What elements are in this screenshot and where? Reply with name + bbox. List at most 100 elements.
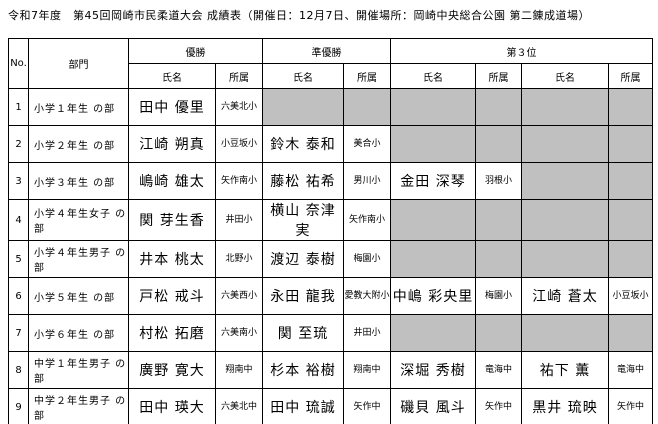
affiliation-cell bbox=[475, 125, 522, 163]
table-row: 4 小学４年生女子 の部関 芽生香 井田小 横山 奈津実 矢作南小 bbox=[8, 199, 653, 241]
affiliation-cell bbox=[608, 240, 653, 278]
row-number-cell: 5 bbox=[8, 240, 29, 278]
header-no: No. bbox=[8, 38, 29, 89]
affiliation-cell: 矢作中 bbox=[608, 388, 653, 424]
competitor-name-cell bbox=[521, 240, 609, 278]
competitor-name-cell: 嶋崎 雄太 bbox=[128, 162, 216, 200]
header-affiliation: 所属 bbox=[475, 63, 522, 89]
row-number-cell: 4 bbox=[8, 199, 29, 241]
affiliation-cell: 翔南中 bbox=[215, 351, 263, 389]
affiliation-cell: 六美北中 bbox=[215, 388, 263, 424]
affiliation-cell: 羽根小 bbox=[475, 162, 522, 200]
competitor-name-cell: 金田 深琴 bbox=[390, 162, 476, 200]
competitor-name-cell: 江崎 蒼太 bbox=[521, 277, 609, 315]
affiliation-cell: 井田小 bbox=[343, 314, 391, 352]
competitor-name-cell: 祐下 薫 bbox=[521, 351, 609, 389]
header-name: 氏名 bbox=[521, 63, 609, 89]
competitor-name-cell: 鈴木 泰和 bbox=[262, 125, 344, 163]
affiliation-cell: 矢作中 bbox=[475, 388, 522, 424]
row-number-cell: 9 bbox=[8, 388, 29, 424]
competitor-name-cell: 関 至琉 bbox=[262, 314, 344, 352]
affiliation-cell bbox=[475, 88, 522, 126]
competitor-name-cell bbox=[390, 125, 476, 163]
division-cell: 小学３年生 の部 bbox=[28, 162, 129, 200]
competitor-name-cell bbox=[521, 88, 609, 126]
competitor-name-cell: 深堀 秀樹 bbox=[390, 351, 476, 389]
competitor-name-cell: 田中 瑛大 bbox=[128, 388, 216, 424]
competitor-name-cell: 渡辺 泰樹 bbox=[262, 240, 344, 278]
affiliation-cell: 六美西小 bbox=[215, 277, 263, 315]
competitor-name-cell: 永田 龍我 bbox=[262, 277, 344, 315]
affiliation-cell: 美合小 bbox=[343, 125, 391, 163]
affiliation-cell: 梅園小 bbox=[475, 277, 522, 315]
competitor-name-cell: 中嶋 彩央里 bbox=[390, 277, 476, 315]
header-third-place: 第３位 bbox=[390, 38, 653, 64]
table-row: 8 中学１年生男子 の部 廣野 寛大 翔南中 杉本 裕樹 翔南中 深堀 秀樹 竜海中 祐下 薫竜… bbox=[8, 351, 653, 389]
division-cell: 小学２年生 の部 bbox=[28, 125, 129, 163]
header-name: 氏名 bbox=[262, 63, 344, 89]
table-row: 2 小学２年生 の部 江崎 朔真 小豆坂小 鈴木 泰和 美合小 bbox=[8, 125, 653, 163]
division-cell: 小学４年生女子 の部 bbox=[28, 199, 129, 241]
affiliation-cell: 小豆坂小 bbox=[215, 125, 263, 163]
header-name: 氏名 bbox=[390, 63, 476, 89]
competitor-name-cell bbox=[390, 314, 476, 352]
affiliation-cell bbox=[475, 199, 522, 241]
competitor-name-cell bbox=[390, 240, 476, 278]
division-cell: 小学６年生 の部 bbox=[28, 314, 129, 352]
affiliation-cell bbox=[343, 88, 391, 126]
affiliation-cell: 梅園小 bbox=[343, 240, 391, 278]
affiliation-cell bbox=[608, 88, 653, 126]
division-cell: 小学１年生 の部 bbox=[28, 88, 129, 126]
competitor-name-cell: 杉本 裕樹 bbox=[262, 351, 344, 389]
page-title: 令和7年度 第45回岡崎市民柔道大会 成績表（開催日：12月7日、開催場所：岡崎… bbox=[8, 9, 590, 22]
table-row: 3 小学３年生 の部 嶋崎 雄太 矢作南小 藤松 祐希 男川小 金田 深琴 羽根小 bbox=[8, 162, 653, 200]
header-first-place: 優勝 bbox=[128, 38, 263, 64]
affiliation-cell: 竜海中 bbox=[608, 351, 653, 389]
affiliation-cell: 愛教大附小 bbox=[343, 277, 391, 315]
affiliation-cell bbox=[608, 125, 653, 163]
affiliation-cell bbox=[475, 240, 522, 278]
competitor-name-cell: 戸松 戒斗 bbox=[128, 277, 216, 315]
header-affiliation: 所属 bbox=[215, 63, 263, 89]
header-affiliation: 所属 bbox=[608, 63, 653, 89]
competitor-name-cell bbox=[521, 125, 609, 163]
affiliation-cell bbox=[608, 314, 653, 352]
affiliation-cell: 翔南中 bbox=[343, 351, 391, 389]
affiliation-cell: 矢作中 bbox=[343, 388, 391, 424]
header-second-place: 準優勝 bbox=[262, 38, 391, 64]
row-number-cell: 6 bbox=[8, 277, 29, 315]
competitor-name-cell bbox=[521, 162, 609, 200]
competitor-name-cell: 黒井 琉映 bbox=[521, 388, 609, 424]
competitor-name-cell bbox=[262, 88, 344, 126]
competitor-name-cell bbox=[521, 199, 609, 241]
competitor-name-cell: 廣野 寛大 bbox=[128, 351, 216, 389]
affiliation-cell bbox=[608, 162, 653, 200]
affiliation-cell: 六美南小 bbox=[215, 314, 263, 352]
table-row: 1 小学１年生 の部 田中 優里 六美北小 bbox=[8, 88, 653, 126]
header-row-groups: No. 部門 優勝 準優勝 第３位 bbox=[8, 38, 653, 89]
competitor-name-cell: 関 芽生香 bbox=[128, 199, 216, 241]
header-affiliation: 所属 bbox=[343, 63, 391, 89]
affiliation-cell: 井田小 bbox=[215, 199, 263, 241]
row-number-cell: 3 bbox=[8, 162, 29, 200]
competitor-name-cell: 村松 拓磨 bbox=[128, 314, 216, 352]
row-number-cell: 8 bbox=[8, 351, 29, 389]
table-row: 6 小学５年生 の部 戸松 戒斗 六美西小 永田 龍我 愛教大附小 中嶋 彩央里 梅園小 江崎 … bbox=[8, 277, 653, 315]
table-row: 9 中学２年生男子 の部 田中 瑛大 六美北中 田中 琉誠 矢作中 磯貝 風斗 矢作中 黒井 琉… bbox=[8, 388, 653, 424]
table-row: 5 小学４年生男子 の部 井本 桃太 北野小 渡辺 泰樹 梅園小 bbox=[8, 240, 653, 278]
affiliation-cell: 北野小 bbox=[215, 240, 263, 278]
competitor-name-cell bbox=[390, 199, 476, 241]
competitor-name-cell bbox=[521, 314, 609, 352]
table-row: 7 小学６年生 の部 村松 拓磨 六美南小関 至琉 井田小 bbox=[8, 314, 653, 352]
row-number-cell: 1 bbox=[8, 88, 29, 126]
header-row-fields: 氏名 所属 氏名 所属 氏名 所属 氏名 所属 bbox=[9, 63, 653, 89]
division-cell: 小学５年生 の部 bbox=[28, 277, 129, 315]
row-number-cell: 7 bbox=[8, 314, 29, 352]
division-cell: 小学４年生男子 の部 bbox=[28, 240, 129, 278]
affiliation-cell: 矢作南小 bbox=[215, 162, 263, 200]
competitor-name-cell: 江崎 朔真 bbox=[128, 125, 216, 163]
affiliation-cell: 男川小 bbox=[343, 162, 391, 200]
header-name: 氏名 bbox=[128, 63, 216, 89]
header-division: 部門 bbox=[28, 38, 129, 89]
